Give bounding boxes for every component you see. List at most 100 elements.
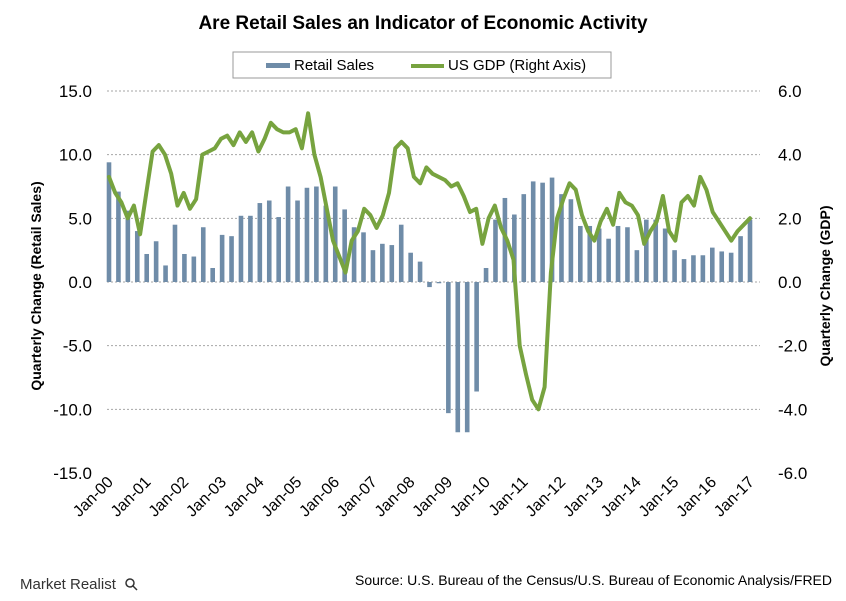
chart-title: Are Retail Sales an Indicator of Economi…	[198, 13, 648, 34]
retail-sales-bar	[219, 234, 225, 282]
x-tick-label: Jan-11	[486, 474, 532, 520]
x-tick-label: Jan-17	[711, 474, 758, 521]
retail-sales-bar	[172, 224, 178, 282]
retail-sales-bar	[436, 282, 442, 284]
y-axis-right-ticks: 6.0 4.0 2.0 0.0 -2.0 -4.0 -6.0	[778, 82, 807, 483]
brand-text: Market Realist	[20, 576, 117, 593]
retail-sales-bar	[719, 251, 725, 282]
retail-sales-bar	[361, 232, 366, 282]
y-tick-label-right: -4.0	[778, 400, 807, 419]
retail-sales-bar	[530, 181, 536, 282]
legend-label-retail: Retail Sales	[294, 57, 374, 74]
x-tick-label: Jan-06	[296, 474, 343, 521]
x-tick-label: Jan-09	[410, 474, 457, 521]
retail-sales-bar	[587, 225, 593, 282]
retail-sales-bar	[314, 186, 319, 282]
retail-sales-bar	[342, 209, 347, 282]
retail-sales-bar	[408, 252, 413, 282]
retail-sales-bar	[483, 267, 489, 282]
x-tick-label: Jan-02	[146, 474, 193, 521]
retail-sales-bar	[332, 186, 338, 282]
retail-sales-bar	[134, 231, 140, 282]
x-tick-label: Jan-03	[183, 474, 230, 521]
retail-sales-bar	[210, 267, 215, 282]
retail-sales-bar	[474, 282, 479, 392]
retail-sales-bar	[455, 282, 461, 433]
retail-sales-bar	[512, 214, 517, 282]
retail-sales-bar	[116, 191, 121, 282]
retail-sales-bar	[398, 224, 404, 282]
source-note: Source: U.S. Bureau of the Census/U.S. B…	[355, 572, 832, 588]
x-tick-label: Jan-13	[560, 474, 607, 521]
retail-sales-bar	[625, 227, 630, 282]
market-realist-logo: Market Realist	[20, 576, 138, 593]
y-tick-label-left: 0.0	[68, 273, 92, 292]
retail-sales-bar	[323, 205, 329, 282]
legend-swatch-retail	[266, 63, 290, 68]
retail-sales-bar	[389, 245, 395, 282]
x-axis-ticks: Jan-00Jan-01Jan-02Jan-03Jan-04Jan-05Jan-…	[70, 474, 758, 521]
retail-sales-bar	[200, 227, 206, 282]
retail-sales-bar	[153, 241, 159, 282]
retail-sales-bar	[257, 203, 263, 282]
retail-sales-bar	[493, 219, 498, 282]
magnifier-handle	[132, 585, 138, 591]
retail-sales-bar	[681, 259, 687, 282]
y-tick-label-right: 0.0	[778, 273, 802, 292]
x-tick-label: Jan-01	[108, 474, 155, 521]
retail-sales-bar	[568, 199, 574, 282]
retail-sales-bar	[672, 250, 677, 282]
retail-sales-bar	[125, 210, 131, 282]
retail-sales-bar	[738, 236, 743, 282]
retail-sales-bar	[446, 282, 451, 414]
retail-sales-bar	[606, 238, 611, 282]
retail-sales-bar	[464, 282, 470, 433]
retail-sales-bar	[549, 177, 555, 282]
magnifier-icon	[125, 578, 135, 588]
retail-sales-bar	[351, 227, 357, 282]
retail-sales-bar	[285, 186, 291, 282]
retail-sales-bar	[634, 250, 640, 282]
retail-sales-bar	[276, 217, 281, 282]
retail-sales-bar	[417, 261, 423, 282]
x-tick-label: Jan-04	[221, 474, 268, 521]
gridlines	[107, 90, 760, 410]
y-axis-left-title: Quarterly Change (Retail Sales)	[28, 181, 44, 390]
y-tick-label-left: 5.0	[68, 209, 92, 228]
retail-sales-bar	[144, 253, 150, 282]
x-tick-label: Jan-05	[259, 474, 306, 521]
y-axis-left-ticks: 15.0 10.0 5.0 0.0 -5.0 -10.0 -15.0	[53, 82, 92, 483]
y-tick-label-left: -10.0	[53, 400, 92, 419]
retail-sales-bar	[238, 215, 244, 282]
y-tick-label-left: 10.0	[59, 146, 92, 165]
gdp-line-layer	[107, 111, 752, 412]
retail-sales-bar	[266, 200, 272, 282]
retail-sales-bar	[521, 194, 527, 282]
retail-sales-bar	[163, 265, 168, 282]
y-tick-label-left: -5.0	[63, 337, 92, 356]
y-tick-label-right: 4.0	[778, 146, 802, 165]
retail-sales-bar	[229, 236, 234, 282]
x-tick-label: Jan-15	[636, 474, 683, 521]
legend: Retail Sales US GDP (Right Axis)	[232, 51, 612, 79]
y-tick-label-left: -15.0	[53, 464, 92, 483]
y-tick-label-left: 15.0	[59, 82, 92, 101]
retail-sales-bar	[370, 250, 376, 282]
y-axis-right-title: Quarterly Change (GDP)	[817, 205, 833, 366]
retail-sales-bar	[700, 255, 706, 282]
y-tick-label-right: 2.0	[778, 209, 802, 228]
retail-sales-bar	[380, 243, 385, 282]
retail-sales-bar	[644, 219, 649, 282]
x-tick-label: Jan-08	[372, 474, 419, 521]
retail-sales-bar	[578, 225, 583, 282]
retail-sales-bars	[106, 162, 753, 433]
retail-sales-bar	[596, 228, 602, 282]
x-tick-label: Jan-14	[598, 474, 645, 521]
retail-sales-bar	[304, 187, 310, 282]
x-tick-label: Jan-16	[674, 474, 721, 521]
retail-sales-bar	[709, 247, 715, 282]
gdp-line	[107, 111, 752, 412]
retail-sales-bar	[106, 162, 112, 282]
retail-sales-bar	[653, 219, 659, 282]
